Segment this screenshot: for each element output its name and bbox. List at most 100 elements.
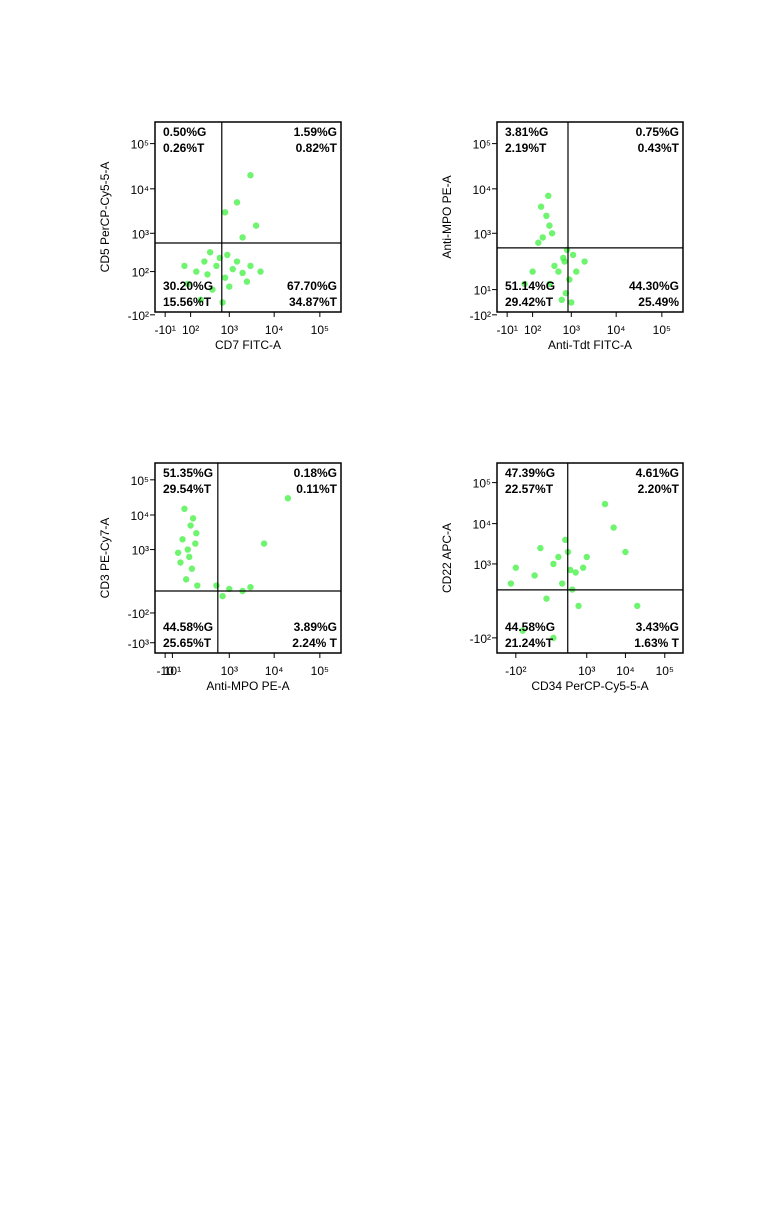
data-point: [233, 199, 241, 206]
data-point: [537, 544, 544, 552]
y-tick-label: 10⁵: [131, 138, 149, 152]
data-point: [206, 249, 214, 256]
data-point: [550, 634, 557, 642]
y-tick-label: 10³: [132, 227, 149, 241]
data-point: [233, 258, 241, 265]
y-tick-label: -10²: [128, 309, 149, 323]
x-tick-label: 10⁵: [311, 664, 329, 678]
quadrant-label: 30.20%G: [163, 279, 213, 293]
data-point: [551, 262, 558, 270]
data-point: [181, 262, 188, 270]
y-tick-label: 10³: [474, 227, 491, 241]
y-tick-label: -10²: [470, 632, 491, 646]
x-tick-label: 10⁴: [265, 664, 284, 678]
quadrant-label: 4.61%G: [636, 466, 679, 480]
data-point: [579, 564, 587, 571]
y-tick-label: 10⁴: [130, 183, 149, 197]
data-point: [181, 505, 188, 513]
x-tick-label: 10³: [221, 664, 238, 678]
data-point: [204, 271, 211, 278]
data-point: [546, 280, 553, 288]
data-point: [224, 251, 231, 259]
data-point: [186, 553, 193, 561]
data-point: [229, 265, 236, 273]
data-point: [568, 299, 575, 306]
quadrant-label: 25.65%T: [163, 636, 212, 650]
data-point: [194, 582, 201, 589]
data-point: [581, 258, 588, 265]
y-tick-label: -10²: [470, 309, 491, 323]
data-point: [193, 530, 200, 537]
data-point: [537, 203, 545, 210]
quadrant-label: 0.50%G: [163, 125, 206, 139]
x-tick-label: 10²: [182, 323, 199, 337]
y-tick-label: 10⁵: [473, 138, 491, 152]
data-point: [539, 234, 546, 241]
data-point: [622, 548, 629, 556]
quadrant-label: 29.54%T: [163, 482, 212, 496]
data-point: [201, 258, 208, 265]
data-point: [184, 546, 191, 553]
data-point: [284, 495, 292, 502]
x-axis-label: Anti-MPO PE-A: [206, 679, 289, 693]
x-tick-label: 10³: [221, 323, 238, 337]
quadrant-label: 29.42%T: [505, 295, 554, 309]
data-point: [567, 566, 574, 574]
data-point: [555, 553, 562, 561]
data-point: [197, 296, 204, 304]
data-point: [209, 286, 216, 293]
quadrant-label: 22.57%T: [505, 482, 554, 496]
x-tick-label: 10⁴: [265, 323, 284, 337]
y-tick-label: 10⁵: [473, 477, 491, 491]
data-point: [247, 262, 254, 270]
data-point: [247, 583, 254, 591]
quadrant-label: 0.18%G: [294, 466, 337, 480]
y-tick-label: 10¹: [474, 284, 491, 298]
x-tick-label: 10⁵: [656, 664, 674, 678]
data-point: [519, 627, 526, 634]
data-point: [239, 269, 246, 277]
data-point: [555, 268, 562, 275]
data-point: [179, 536, 186, 543]
quadrant-label: 1.63% T: [634, 636, 679, 650]
quadrant-label: 3.81%G: [505, 125, 548, 139]
x-tick-label: 10⁵: [311, 323, 329, 337]
data-point: [182, 576, 190, 583]
data-point: [188, 565, 196, 572]
plot-frame: [496, 121, 684, 313]
data-point: [560, 254, 567, 262]
quadrant-label: 2.24% T: [292, 636, 337, 650]
data-point: [226, 283, 233, 290]
data-point: [239, 234, 246, 241]
x-tick-label: -10: [156, 664, 174, 678]
data-point: [569, 251, 577, 259]
y-tick-label: 10³: [474, 558, 491, 572]
quadrant-label: 34.87%T: [289, 295, 338, 309]
data-point: [221, 274, 229, 281]
y-tick-label: 10⁴: [472, 518, 491, 532]
quadrant-label: 0.43%T: [638, 141, 680, 155]
x-axis-label: CD34 PerCP-Cy5-5-A: [531, 679, 648, 693]
data-point: [531, 572, 538, 579]
x-axis-label: Anti-Tdt FITC-A: [548, 338, 632, 352]
x-tick-label: 10³: [578, 664, 595, 678]
data-point: [243, 278, 251, 285]
data-point: [573, 268, 580, 275]
x-tick-label: 10⁴: [607, 323, 626, 337]
y-tick-label: -10²: [128, 607, 149, 621]
quadrant-label: 1.59%G: [294, 125, 337, 139]
quadrant-label: 15.56%T: [163, 295, 212, 309]
data-point: [543, 212, 550, 220]
quadrant-label: 0.11%T: [296, 482, 337, 496]
x-tick-label: 10³: [563, 323, 580, 337]
data-point: [512, 564, 520, 571]
y-tick-label: 10⁴: [130, 509, 149, 523]
quadrant-label: 44.58%G: [505, 620, 555, 634]
data-point: [529, 268, 536, 275]
data-point: [545, 192, 552, 200]
data-point: [550, 560, 557, 568]
y-axis-label: CD3 PE-Cy7-A: [98, 518, 112, 599]
data-point: [572, 569, 579, 576]
quadrant-label: 44.58%G: [163, 620, 213, 634]
